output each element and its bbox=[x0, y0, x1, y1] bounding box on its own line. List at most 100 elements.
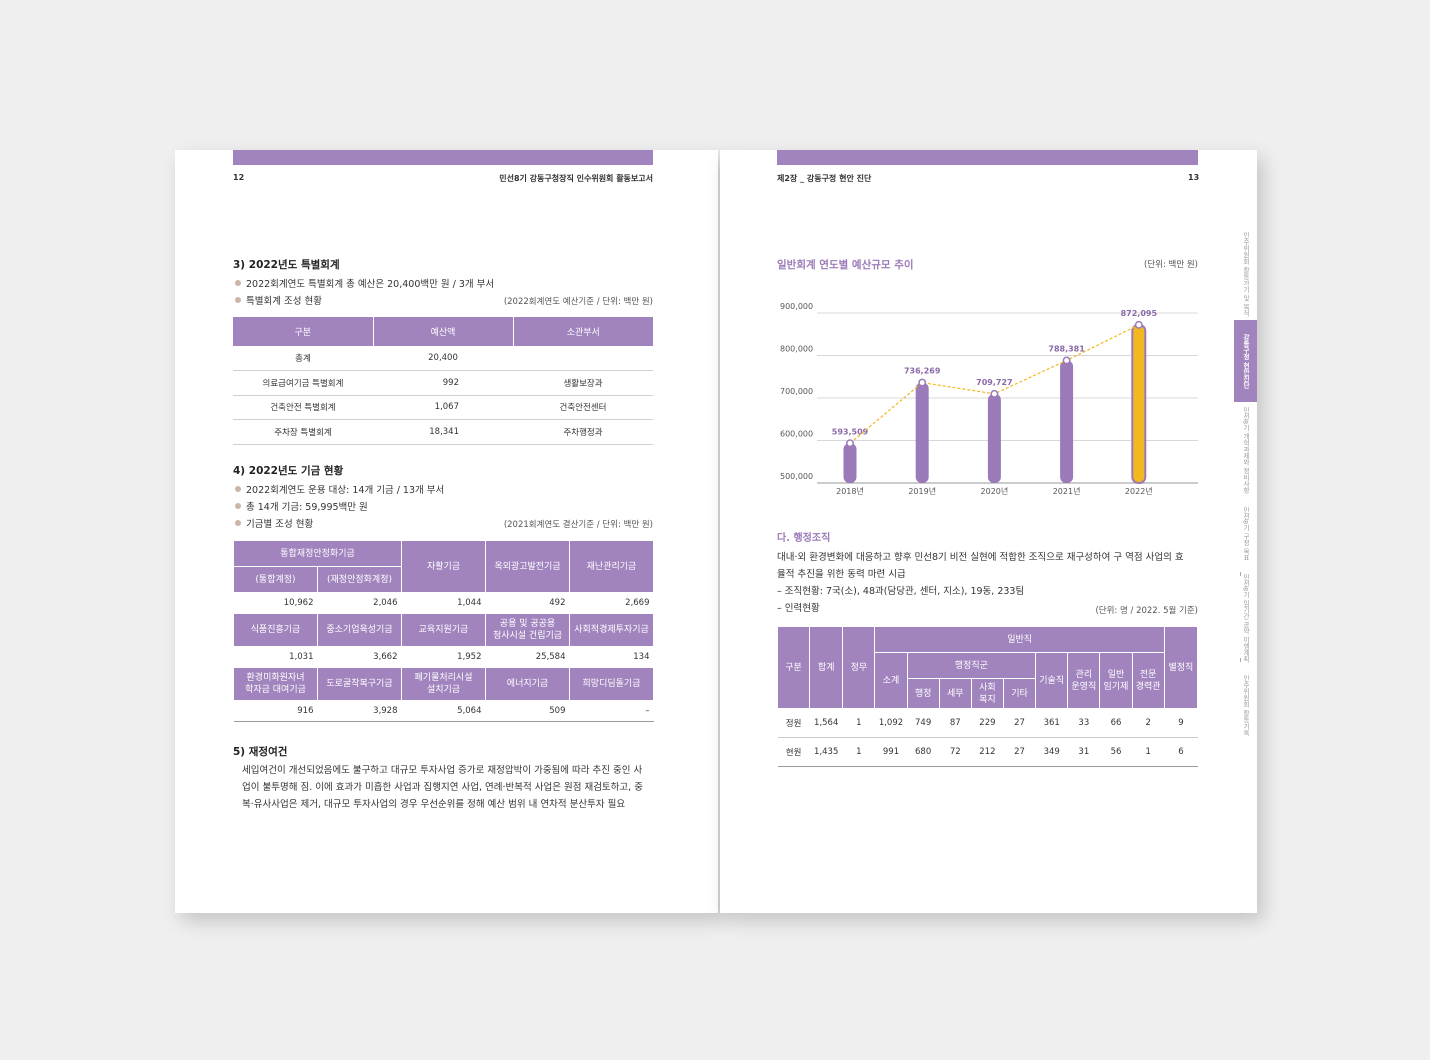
chapter-tabs: 인수위원회 활동가기 및 목적 강동구정 현안진단 민선8기 개혁과제와 정비사… bbox=[1234, 230, 1257, 750]
table-cell: 349 bbox=[1035, 737, 1068, 767]
paragraph-line: 대내·외 환경변화에 대응하고 향후 민선8기 비전 실현에 적합한 조직으로 … bbox=[777, 552, 1184, 563]
table-cell: 현원 bbox=[777, 737, 810, 767]
data-label: 736,269 bbox=[904, 367, 941, 376]
table-header: 사회 복지 bbox=[970, 678, 1004, 709]
table-cell: 1 bbox=[1132, 737, 1165, 767]
data-label: 788,381 bbox=[1048, 344, 1085, 353]
table-cell: 의료급여기금 특별회계 bbox=[233, 370, 373, 396]
left-page: 12 민선8기 강동구청장직 인수위원회 활동보고서 3) 2022년도 특별회… bbox=[175, 150, 718, 913]
table-row: 916 3,928 5,064 509 – bbox=[233, 700, 654, 722]
table-header: 별정직 bbox=[1163, 626, 1199, 709]
table-header: 구분 bbox=[233, 317, 373, 346]
table-header: 합계 bbox=[809, 626, 844, 709]
table-cell: 25,584 bbox=[535, 652, 566, 662]
bar bbox=[1060, 360, 1074, 483]
bar bbox=[915, 382, 929, 483]
y-tick-label: 700,000 bbox=[780, 387, 813, 396]
side-tab[interactable]: 민선8기 구정 목표 bbox=[1241, 507, 1250, 561]
table-header: 기술직 bbox=[1035, 652, 1069, 709]
table-note: (2021회계연도 결산기준 / 단위: 백만 원) bbox=[503, 520, 653, 530]
table-cell: 18,341 bbox=[373, 419, 513, 445]
table-header: 정무 bbox=[842, 626, 876, 709]
table-cell: 주차행정과 bbox=[513, 419, 653, 445]
paragraph-line: – 조직현황: 7국(소), 48과(담당관, 센터, 지소), 19동, 23… bbox=[777, 586, 1025, 597]
table-cell: 992 bbox=[373, 370, 513, 396]
running-title: 제2장 _ 강동구정 현안 진단 bbox=[777, 174, 872, 183]
section-title: 다. 행정조직 bbox=[777, 533, 831, 544]
data-label: 709,727 bbox=[976, 378, 1012, 387]
table-header: 기타 bbox=[1002, 678, 1037, 709]
table-cell: 10,962 bbox=[283, 598, 314, 608]
table-cell: 1 bbox=[842, 737, 875, 767]
table-header: 옥외광고발전기금 bbox=[485, 540, 570, 593]
table-header: 교육지원기금 bbox=[401, 613, 486, 647]
side-tab[interactable]: 인수위원회 활동기록 bbox=[1241, 674, 1250, 736]
running-title: 민선8기 강동구청장직 인수위원회 활동보고서 bbox=[499, 174, 653, 183]
bullet-item: 총 14개 기금: 59,995백만 원 bbox=[235, 499, 368, 513]
table-row: 정원 1,564 1 1,092 749 87 229 27 361 33 66… bbox=[777, 708, 1198, 738]
table-cell: 72 bbox=[939, 737, 972, 767]
table-header: 사회적경제투자기금 bbox=[569, 613, 654, 647]
table-header: 폐기물처리시설 설치기금 bbox=[401, 667, 486, 701]
table-header: 소계 bbox=[874, 652, 908, 709]
table-header: 식품진흥기금 bbox=[233, 613, 318, 647]
header-bar bbox=[777, 150, 1198, 165]
table-header: 일반 임기제 bbox=[1099, 652, 1133, 709]
bar bbox=[1131, 323, 1147, 485]
table-cell: 492 bbox=[549, 598, 566, 608]
table-note: (단위: 명 / 2022. 5월 기준) bbox=[1095, 606, 1198, 616]
right-page: 제2장 _ 강동구정 현안 진단 13 일반회계 연도별 예산규모 추이 (단위… bbox=[720, 150, 1257, 913]
side-tab[interactable]: 민선8기 개혁과제와 정비사항 bbox=[1241, 406, 1250, 494]
side-tab[interactable]: 민선8기 임기간 공약 이행계획 bbox=[1241, 573, 1250, 663]
table-header: 전문 경력관 bbox=[1131, 652, 1165, 709]
bullet-item: 2022회계연도 운용 대상: 14개 기금 / 13개 부서 bbox=[235, 482, 444, 496]
special-account-table: 구분 예산액 소관부서 총계 20,400 의료급여기금 특별회계 992 생활… bbox=[233, 317, 653, 445]
x-tick-label: 2020년 bbox=[981, 486, 1009, 496]
table-row: 의료급여기금 특별회계 992 생활보장과 bbox=[233, 370, 653, 396]
bar bbox=[843, 443, 857, 483]
table-cell: 31 bbox=[1067, 737, 1100, 767]
table-header: 세무 bbox=[938, 678, 972, 709]
bar bbox=[987, 393, 1001, 483]
x-tick-label: 2018년 bbox=[836, 486, 864, 496]
table-cell: 20,400 bbox=[373, 346, 513, 371]
data-label: 872,095 bbox=[1121, 309, 1158, 318]
bullet-icon bbox=[235, 503, 241, 509]
bullet-item: 특별회계 조성 현황 bbox=[235, 293, 322, 307]
paragraph-line: 업이 불투명해 짐. 이에 효과가 미흡한 사업과 집행지연 사업, 연례·반복… bbox=[242, 782, 643, 793]
table-header: 에너지기금 bbox=[485, 667, 570, 701]
table-cell: 33 bbox=[1067, 708, 1100, 738]
data-point bbox=[1134, 320, 1143, 329]
page-number: 12 bbox=[233, 173, 245, 182]
table-cell: 27 bbox=[1003, 708, 1036, 738]
data-label: 593,509 bbox=[832, 427, 869, 436]
table-cell: 916 bbox=[233, 700, 318, 722]
table-cell: 27 bbox=[1003, 737, 1036, 767]
table-cell: 1,044 bbox=[457, 598, 482, 608]
table-header: 공용 및 공공용 청사시설 건립기금 bbox=[485, 613, 570, 647]
data-point bbox=[990, 389, 999, 398]
table-cell bbox=[513, 346, 653, 371]
section-title: 5) 재정여건 bbox=[233, 746, 288, 758]
table-header: 구분 bbox=[776, 626, 811, 709]
table-header: 예산액 bbox=[372, 317, 513, 346]
table-header: 자활기금 bbox=[401, 540, 486, 593]
data-point bbox=[918, 378, 927, 387]
table-cell: 1,952 bbox=[457, 652, 482, 662]
table-header: (통합계정) bbox=[233, 566, 318, 593]
table-cell: 509 bbox=[485, 700, 570, 722]
table-header: (재정안정화계정) bbox=[317, 566, 402, 593]
y-tick-label: 800,000 bbox=[780, 345, 813, 354]
table-header: 환경미화원자녀 학자금 대여기금 bbox=[233, 667, 318, 701]
table-header: 소관부서 bbox=[512, 317, 653, 346]
table-note: (2022회계연도 예산기준 / 단위: 백만 원) bbox=[503, 297, 653, 307]
table-header: 통합재정안정화기금 bbox=[233, 540, 402, 567]
table-cell: 2,669 bbox=[625, 598, 650, 608]
table-header: 행정직군 bbox=[906, 652, 1037, 679]
table-cell: 2 bbox=[1132, 708, 1165, 738]
side-tab[interactable]: 인수위원회 활동가기 및 목적 bbox=[1241, 231, 1250, 317]
table-row: 건축안전 특별회계 1,067 건축안전센터 bbox=[233, 395, 653, 420]
side-tab-active[interactable]: 강동구정 현안진단 bbox=[1234, 320, 1257, 402]
table-row: 주차장 특별회계 18,341 주차행정과 bbox=[233, 419, 653, 445]
table-cell: 991 bbox=[874, 737, 908, 767]
